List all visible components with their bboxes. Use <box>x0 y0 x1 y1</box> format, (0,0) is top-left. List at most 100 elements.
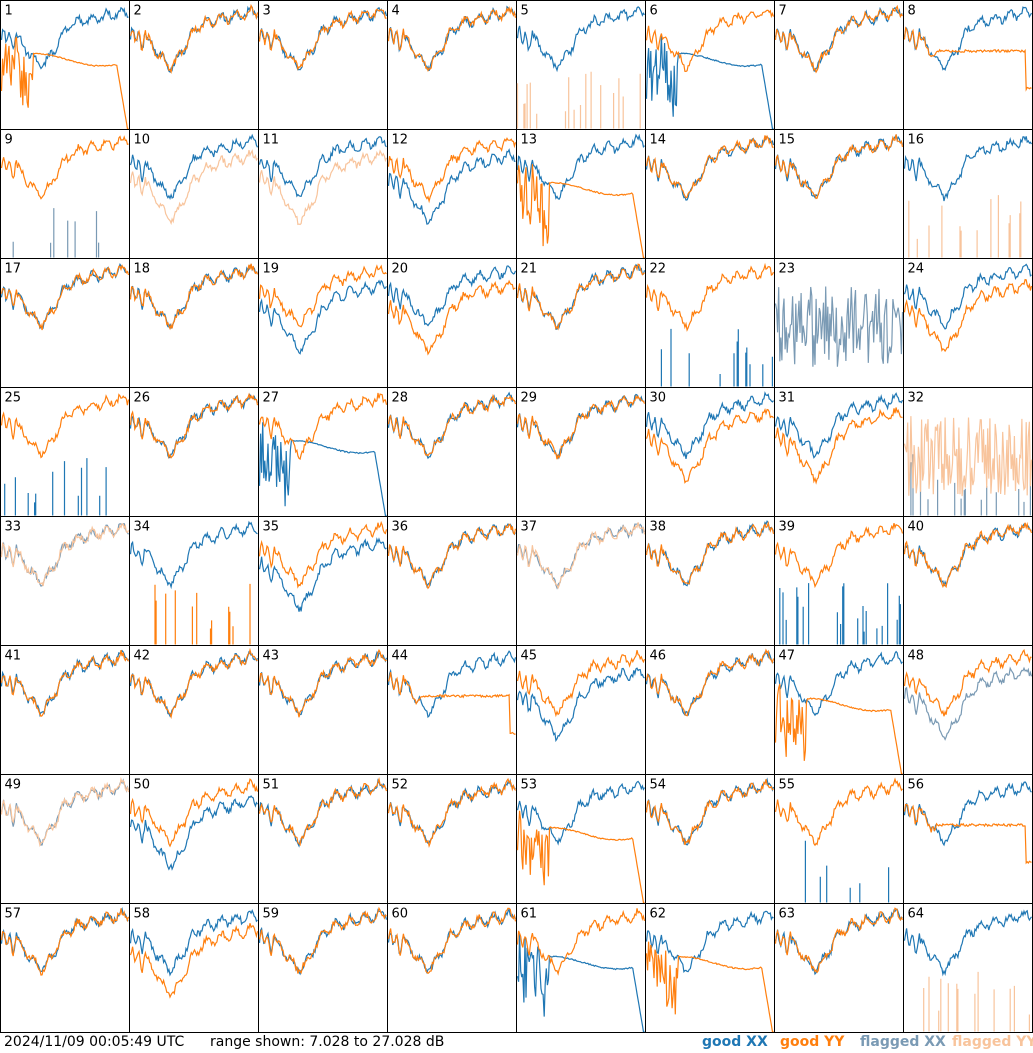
panel-27: 27 <box>258 387 388 517</box>
panel-44: 44 <box>387 645 517 775</box>
panel-frame <box>516 516 646 646</box>
panel-53: 53 <box>516 774 646 904</box>
panel-20: 20 <box>387 258 517 388</box>
panel-number: 6 <box>650 4 658 19</box>
trace-xx-45 <box>516 667 645 743</box>
panel-41: 41 <box>0 645 130 775</box>
trace-xx-22 <box>660 328 773 387</box>
trace-yy-56 <box>903 803 1032 865</box>
panel-49: 49 <box>0 774 130 904</box>
panel-number: 61 <box>521 907 538 922</box>
trace-yy-57 <box>0 908 130 976</box>
trace-xx-30 <box>645 391 774 460</box>
panel-58: 58 <box>129 903 259 1033</box>
panel-number: 17 <box>5 262 22 277</box>
trace-yy-17 <box>0 264 130 331</box>
trace-xx-62 <box>645 910 774 974</box>
panel-3: 3 <box>258 0 388 130</box>
panel-16: 16 <box>903 129 1033 259</box>
trace-yy-6 <box>645 9 775 73</box>
panel-frame <box>645 129 775 259</box>
trace-yy-58 <box>129 923 259 999</box>
panel-number: 12 <box>392 133 409 148</box>
panel-number: 56 <box>908 778 925 793</box>
panel-number: 54 <box>650 778 667 793</box>
trace-xx-53 <box>516 780 646 846</box>
panel-60: 60 <box>387 903 517 1033</box>
panel-48: 48 <box>903 645 1033 775</box>
trace-yy-15 <box>774 134 904 200</box>
panel-frame <box>0 258 130 388</box>
trace-yy-22 <box>645 262 775 332</box>
panel-64: 64 <box>903 903 1033 1033</box>
panel-22: 22 <box>645 258 775 388</box>
trace-yy-47 <box>774 683 903 775</box>
panel-number: 28 <box>392 391 409 406</box>
timestamp: 2024/11/09 00:05:49 UTC <box>4 1034 185 1050</box>
panel-number: 52 <box>392 778 409 793</box>
panel-number: 51 <box>263 778 280 793</box>
panel-frame <box>129 774 259 904</box>
panel-number: 16 <box>908 133 925 148</box>
panel-frame <box>516 903 646 1033</box>
trace-xx-50 <box>129 795 258 871</box>
panel-number: 60 <box>392 907 409 922</box>
trace-yy-63 <box>774 907 904 974</box>
panel-number: 55 <box>779 778 796 793</box>
panel-2: 2 <box>129 0 259 130</box>
panel-number: 46 <box>650 649 667 664</box>
panel-number: 20 <box>392 262 409 277</box>
panel-39: 39 <box>774 516 904 646</box>
trace-xx-6 <box>645 35 774 130</box>
panel-25: 25 <box>0 387 130 517</box>
trace-yy-25 <box>0 393 130 459</box>
panel-number: 37 <box>521 520 538 535</box>
panel-number: 41 <box>5 649 22 664</box>
panel-37: 37 <box>516 516 646 646</box>
panel-frame <box>129 0 259 130</box>
panel-frame <box>387 774 517 904</box>
panel-11: 11 <box>258 129 388 259</box>
trace-yy-34 <box>154 583 251 645</box>
panel-frame <box>258 258 388 388</box>
footer: 2024/11/09 00:05:49 UTC range shown: 7.0… <box>0 1032 1033 1053</box>
panel-59: 59 <box>258 903 388 1033</box>
panel-number: 22 <box>650 262 667 277</box>
trace-xx-25 <box>4 458 107 516</box>
legend-flagged-xx: flagged XX <box>860 1034 946 1050</box>
panel-number: 34 <box>134 520 151 535</box>
panel-number: 44 <box>392 649 409 664</box>
panel-frame <box>774 774 904 904</box>
trace-yy-30 <box>645 408 774 484</box>
panel-21: 21 <box>516 258 646 388</box>
panel-frame <box>129 387 259 517</box>
panel-number: 33 <box>5 520 22 535</box>
panel-frame <box>387 903 517 1033</box>
panel-frame <box>516 387 646 517</box>
trace-yy-28 <box>387 393 517 457</box>
panel-46: 46 <box>645 645 775 775</box>
panel-54: 54 <box>645 774 775 904</box>
trace-xx-1 <box>0 6 129 70</box>
panel-47: 47 <box>774 645 904 775</box>
trace-xx-32 <box>910 454 1031 516</box>
trace-yy-18 <box>129 263 259 331</box>
panel-frame <box>774 903 904 1033</box>
trace-yy-14 <box>645 134 774 199</box>
panel-5: 5 <box>516 0 646 130</box>
range-text: range shown: 7.028 to 27.028 dB <box>210 1034 445 1050</box>
panel-frame <box>387 645 517 775</box>
trace-yy-37 <box>516 522 646 590</box>
panel-frame <box>903 0 1033 130</box>
panel-frame <box>645 645 775 775</box>
panel-40: 40 <box>903 516 1033 646</box>
trace-yy-39 <box>774 522 904 589</box>
panel-frame <box>774 645 904 775</box>
panel-51: 51 <box>258 774 388 904</box>
panel-62: 62 <box>645 903 775 1033</box>
trace-yy-54 <box>645 779 774 846</box>
trace-yy-9 <box>0 135 129 200</box>
panel-number: 5 <box>521 4 529 19</box>
panel-34: 34 <box>129 516 259 646</box>
